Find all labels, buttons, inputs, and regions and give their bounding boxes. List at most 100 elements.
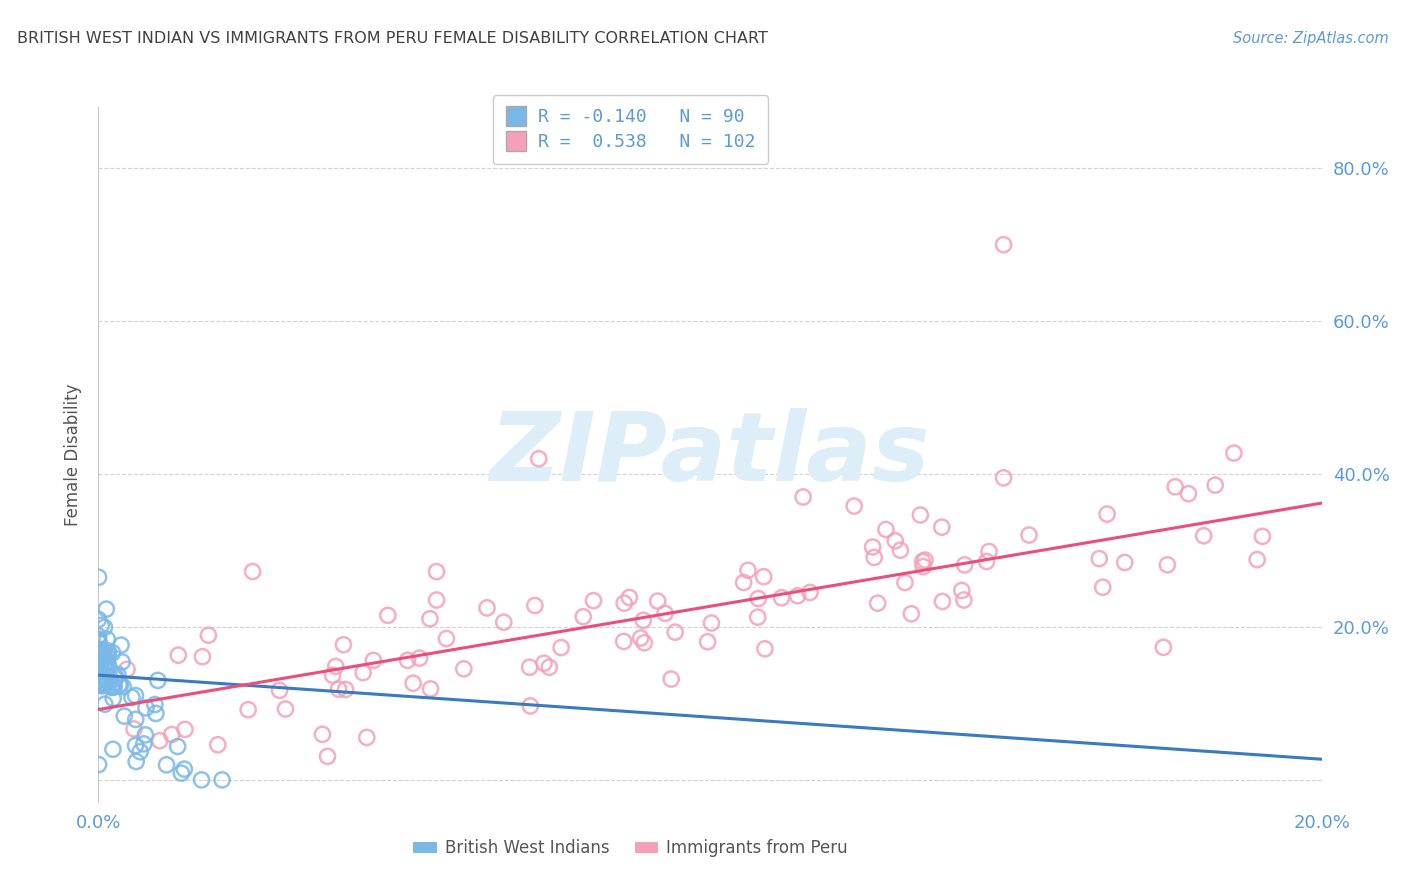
Point xyxy=(125,713,148,727)
Point xyxy=(87,658,110,673)
Point xyxy=(572,609,595,624)
Point xyxy=(426,593,449,607)
Point xyxy=(633,636,655,650)
Point xyxy=(94,657,117,671)
Point xyxy=(111,655,134,669)
Point xyxy=(134,728,156,742)
Point xyxy=(93,643,115,657)
Point xyxy=(311,727,333,741)
Point xyxy=(94,671,117,685)
Point xyxy=(97,673,120,688)
Point xyxy=(103,680,125,694)
Point xyxy=(242,565,264,579)
Point xyxy=(89,646,111,660)
Point xyxy=(167,648,190,662)
Point xyxy=(94,653,117,667)
Point xyxy=(1095,507,1118,521)
Point xyxy=(90,644,112,658)
Point xyxy=(94,660,117,674)
Point xyxy=(1088,551,1111,566)
Point xyxy=(87,632,110,646)
Point xyxy=(977,544,1000,558)
Point xyxy=(94,657,117,672)
Point xyxy=(931,520,953,534)
Point xyxy=(87,629,110,643)
Point xyxy=(1114,556,1136,570)
Point xyxy=(733,575,755,590)
Point xyxy=(613,596,636,610)
Point xyxy=(1246,552,1268,566)
Point xyxy=(132,737,155,751)
Text: BRITISH WEST INDIAN VS IMMIGRANTS FROM PERU FEMALE DISABILITY CORRELATION CHART: BRITISH WEST INDIAN VS IMMIGRANTS FROM P… xyxy=(17,31,768,46)
Point xyxy=(533,656,555,670)
Legend: British West Indians, Immigrants from Peru: British West Indians, Immigrants from Pe… xyxy=(406,833,855,864)
Point xyxy=(316,749,339,764)
Point xyxy=(174,723,197,737)
Point xyxy=(146,673,169,688)
Point xyxy=(91,651,114,665)
Point xyxy=(87,643,110,657)
Point xyxy=(94,678,117,692)
Point xyxy=(792,490,814,504)
Point xyxy=(112,709,135,723)
Point xyxy=(91,679,114,693)
Point xyxy=(87,635,110,649)
Point xyxy=(976,555,998,569)
Point xyxy=(884,533,907,548)
Point xyxy=(492,615,515,630)
Point xyxy=(100,678,122,692)
Point xyxy=(238,703,260,717)
Point xyxy=(377,608,399,623)
Point xyxy=(125,755,148,769)
Point xyxy=(104,670,127,684)
Point xyxy=(332,638,354,652)
Point xyxy=(425,565,447,579)
Point xyxy=(419,612,441,626)
Point xyxy=(107,667,129,681)
Point xyxy=(866,596,889,610)
Point xyxy=(90,651,112,665)
Point xyxy=(89,649,111,664)
Point xyxy=(613,634,636,648)
Point xyxy=(96,650,118,665)
Point xyxy=(91,647,114,661)
Point xyxy=(993,471,1015,485)
Point xyxy=(96,632,118,647)
Point xyxy=(94,697,117,711)
Point xyxy=(93,620,115,634)
Point xyxy=(103,691,125,706)
Point xyxy=(94,657,117,672)
Point xyxy=(197,628,219,642)
Y-axis label: Female Disability: Female Disability xyxy=(65,384,83,526)
Point xyxy=(101,646,124,660)
Point xyxy=(1192,529,1215,543)
Point xyxy=(90,678,112,692)
Point xyxy=(770,591,793,605)
Point xyxy=(90,618,112,632)
Point xyxy=(664,625,686,640)
Point xyxy=(97,644,120,658)
Point xyxy=(143,698,166,712)
Point xyxy=(100,681,122,695)
Point xyxy=(914,553,936,567)
Point xyxy=(1152,640,1174,655)
Point xyxy=(519,660,541,674)
Point xyxy=(436,632,458,646)
Point xyxy=(97,648,120,662)
Point xyxy=(1177,486,1199,500)
Point xyxy=(211,772,233,787)
Point xyxy=(633,613,655,627)
Point xyxy=(101,742,124,756)
Point xyxy=(87,659,110,673)
Point xyxy=(419,681,441,696)
Point xyxy=(87,757,110,772)
Point xyxy=(356,731,378,745)
Point xyxy=(191,649,214,664)
Point xyxy=(87,651,110,665)
Point xyxy=(103,680,125,694)
Point xyxy=(519,698,541,713)
Point xyxy=(550,640,572,655)
Point xyxy=(149,733,172,747)
Point xyxy=(912,559,935,574)
Point xyxy=(98,671,121,685)
